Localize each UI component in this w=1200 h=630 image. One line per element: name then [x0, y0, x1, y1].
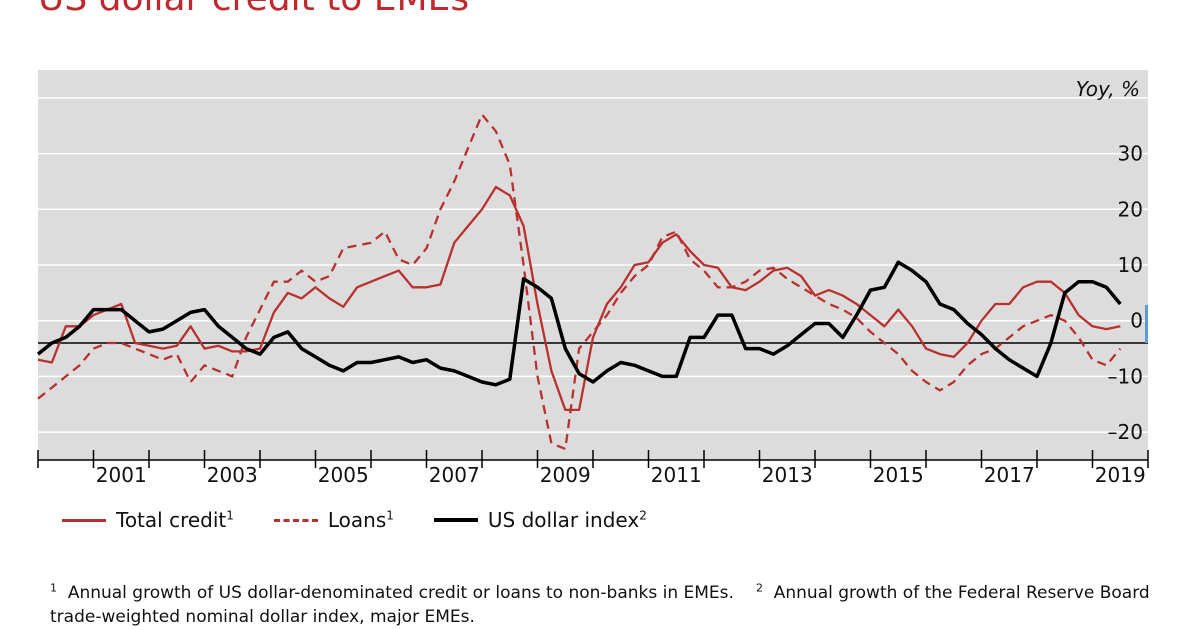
x-tick-label: 2005	[318, 463, 369, 487]
x-tick-label: 2007	[429, 463, 480, 487]
legend-item-total-credit: Total credit1	[62, 508, 234, 532]
x-tick-label: 2013	[762, 463, 813, 487]
footnotes: 1 Annual growth of US dollar-denominated…	[50, 576, 1160, 629]
x-tick-label: 2011	[651, 463, 702, 487]
y-tick-label: 0	[1130, 309, 1143, 333]
legend-label-total-credit: Total credit1	[116, 508, 234, 532]
series-line-us-dollar-index	[36, 260, 1122, 387]
chart: –20 –10 0 10 20 30 Yoy, % 2001 2003 2005 2007 2009 2…	[36, 70, 1149, 487]
y-tick-label: 20	[1118, 197, 1143, 221]
x-tick-label: 2015	[873, 463, 924, 487]
series-line-loans	[37, 113, 1122, 451]
usd-index-swatch	[433, 518, 478, 522]
y-tick-label: –10	[1108, 364, 1143, 388]
total-credit-swatch	[62, 518, 106, 522]
series-line-total-credit	[37, 185, 1121, 412]
x-tick-label: 2009	[540, 463, 591, 487]
legend-item-loans: Loans1	[273, 508, 394, 532]
footnote-1: 1 Annual growth of US dollar-denominated…	[50, 581, 734, 603]
x-tick-label: 2003	[207, 463, 258, 487]
chart-title: US dollar credit to EMEs	[38, 0, 469, 19]
x-tick-label: 2019	[1095, 463, 1146, 487]
y-axis-label: Yoy, %	[1076, 77, 1140, 101]
y-tick-label: 10	[1118, 253, 1143, 277]
legend-label-loans: Loans1	[327, 508, 394, 532]
footnote-2: 2 Annual growth of the Federal Reserve B…	[50, 581, 1150, 627]
legend-item-usd-index: US dollar index2	[433, 508, 647, 532]
x-tick-label: 2017	[984, 463, 1035, 487]
legend-label-usd-index: US dollar index2	[487, 508, 647, 532]
y-tick-label: 30	[1118, 142, 1143, 166]
y-tick-label: –20	[1108, 420, 1143, 444]
legend: Total credit1 Loans1 US dollar index2	[62, 506, 687, 534]
x-tick-label: 2001	[96, 463, 147, 487]
scroll-marker	[1145, 305, 1148, 343]
loans-swatch	[273, 518, 318, 522]
